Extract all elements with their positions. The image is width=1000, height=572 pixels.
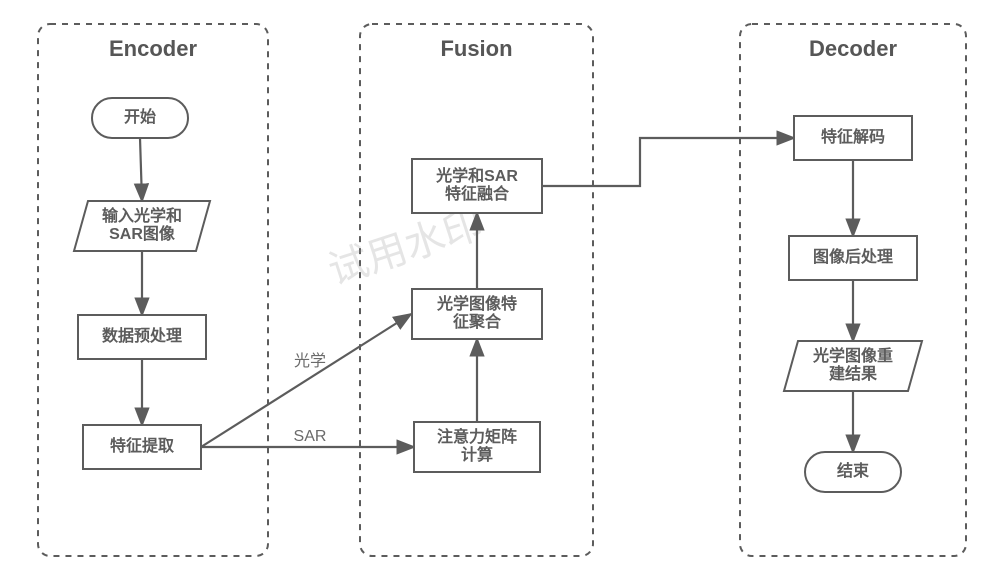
node-label-fuse-line1: 特征融合	[445, 184, 510, 203]
node-start: 开始	[92, 98, 188, 138]
node-label-fuse-line0: 光学和SAR	[435, 166, 518, 185]
node-label-optagg-line1: 征聚合	[453, 312, 502, 331]
node-input: 输入光学和SAR图像	[74, 201, 210, 251]
node-attn: 注意力矩阵计算	[414, 422, 540, 472]
node-end: 结束	[805, 452, 901, 492]
edge-fuse-to-decode	[542, 138, 794, 186]
node-label-result-line1: 建结果	[829, 364, 877, 383]
node-label-end: 结束	[836, 461, 870, 480]
flowchart-canvas: Encoder Fusion Decoder 试用水印 SAR 光学 开始输入光学和SAR图…	[0, 0, 1000, 572]
node-decode: 特征解码	[794, 116, 912, 160]
node-label-input-line0: 输入光学和	[102, 206, 182, 225]
node-post: 图像后处理	[789, 236, 917, 280]
node-label-start: 开始	[124, 107, 156, 126]
edge-start-to-input	[140, 138, 142, 201]
node-result: 光学图像重建结果	[784, 341, 922, 391]
node-label-post: 图像后处理	[813, 247, 893, 266]
node-label-preproc: 数据预处理	[102, 326, 182, 345]
node-label-result-line0: 光学图像重	[812, 346, 893, 365]
node-label-optagg-line0: 光学图像特	[436, 294, 517, 313]
node-label-decode: 特征解码	[821, 127, 885, 146]
node-label-input-line1: SAR图像	[109, 224, 176, 243]
node-fuse: 光学和SAR特征融合	[412, 159, 542, 213]
watermark: 试用水印	[323, 202, 489, 293]
node-preproc: 数据预处理	[78, 315, 206, 359]
column-title-fusion: Fusion	[440, 36, 512, 61]
node-label-attn-line0: 注意力矩阵	[437, 427, 517, 446]
node-label-attn-line1: 计算	[461, 445, 493, 464]
node-label-featext: 特征提取	[110, 436, 174, 455]
edge-label-featext-optagg: 光学	[294, 352, 326, 370]
column-title-decoder: Decoder	[809, 36, 897, 61]
node-featext: 特征提取	[83, 425, 201, 469]
column-title-encoder: Encoder	[109, 36, 197, 61]
edge-label-featext-attn: SAR	[294, 428, 327, 445]
node-optagg: 光学图像特征聚合	[412, 289, 542, 339]
